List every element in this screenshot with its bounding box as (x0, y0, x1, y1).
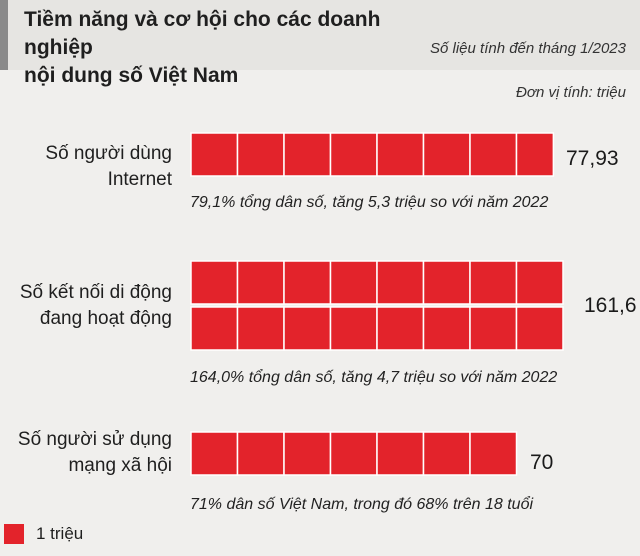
bar-tile-social-media-users-2 (283, 431, 332, 476)
value-label-mobile-connections: 161,6 (584, 294, 637, 317)
category-label-internet-users: Số người dùng Internet (0, 141, 172, 193)
category-label-social-media-users: Số người sử dụng mạng xã hội (0, 427, 172, 479)
bar-tile-social-media-users-6 (469, 431, 518, 476)
note-mobile-connections: 164,0% tổng dân số, tăng 4,7 triệu so vớ… (190, 369, 558, 386)
chart-title: Tiềm năng và cơ hội cho các doanh nghiệp… (24, 6, 424, 90)
bar-tile-internet-users-0 (190, 132, 239, 177)
category-label-line: Số người dùng (45, 143, 172, 164)
bar-tile-social-media-users-1 (236, 431, 285, 476)
chart-title-line-1: Tiềm năng và cơ hội cho các doanh nghiệp (24, 8, 381, 59)
bar-tile-internet-users-4 (376, 132, 425, 177)
bar-tile-internet-users-6 (469, 132, 518, 177)
bar-tile-mobile-connections-2 (283, 260, 332, 305)
bar-tile-mobile-connections-7 (515, 260, 564, 305)
category-label-line: đang hoạt động (39, 308, 172, 329)
bar-tile-internet-users-1 (236, 132, 285, 177)
category-label-line: Số người sử dụng (17, 429, 172, 450)
bar-tile-social-media-users-5 (422, 431, 471, 476)
bar-tile-mobile-connections-12 (376, 306, 425, 351)
bar-tile-internet-users-3 (329, 132, 378, 177)
legend: 1 triệu (4, 522, 83, 546)
bar-tile-mobile-connections-10 (283, 306, 332, 351)
bar-tile-mobile-connections-3 (329, 260, 378, 305)
legend-swatch (4, 524, 24, 544)
bar-tile-mobile-connections-15 (515, 306, 564, 351)
bar-tile-mobile-connections-13 (422, 306, 471, 351)
bar-tile-social-media-users-3 (329, 431, 378, 476)
bar-tile-mobile-connections-0 (190, 260, 239, 305)
bar-tile-mobile-connections-5 (422, 260, 471, 305)
chart-title-line-2: nội dung số Việt Nam (24, 64, 239, 87)
bar-tile-social-media-users-4 (376, 431, 425, 476)
category-label-line: Số kết nối di động (19, 282, 172, 303)
bar-tile-mobile-connections-8 (190, 306, 239, 351)
header-accent-bar (0, 0, 8, 70)
bar-tile-mobile-connections-1 (236, 260, 285, 305)
bar-tile-mobile-connections-14 (469, 306, 518, 351)
header-band: Tiềm năng và cơ hội cho các doanh nghiệp… (0, 0, 640, 87)
bar-tile-internet-users-7 (515, 132, 555, 177)
value-label-internet-users: 77,93 (566, 147, 619, 170)
note-internet-users: 79,1% tổng dân số, tăng 5,3 triệu so với… (190, 194, 549, 211)
bar-tile-mobile-connections-4 (376, 260, 425, 305)
bar-tile-mobile-connections-11 (329, 306, 378, 351)
value-label-social-media-users: 70 (530, 451, 554, 474)
note-social-media-users: 71% dân số Việt Nam, trong đó 68% trên 1… (190, 496, 534, 513)
category-label-line: Internet (107, 169, 172, 190)
bar-tile-internet-users-5 (422, 132, 471, 177)
bar-tile-internet-users-2 (283, 132, 332, 177)
category-label-mobile-connections: Số kết nối di động đang hoạt động (0, 280, 172, 332)
bar-tile-mobile-connections-6 (469, 260, 518, 305)
unit-note: Đơn vị tính: triệu (516, 84, 626, 101)
category-label-line: mạng xã hội (68, 455, 172, 476)
bar-tile-social-media-users-0 (190, 431, 239, 476)
legend-label: 1 triệu (36, 524, 84, 543)
bar-tile-mobile-connections-9 (236, 306, 285, 351)
as-of-date: Số liệu tính đến tháng 1/2023 (430, 40, 626, 57)
